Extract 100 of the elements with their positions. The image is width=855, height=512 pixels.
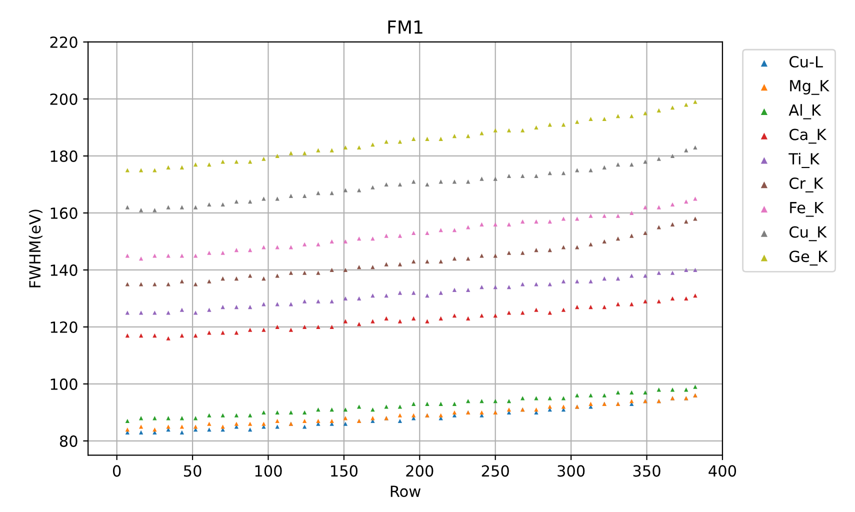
point (398, 234, 402, 238)
point (561, 170, 566, 176)
point (466, 134, 470, 138)
point (602, 239, 606, 244)
point (656, 108, 661, 112)
point (234, 422, 239, 426)
point (534, 219, 538, 224)
point (138, 282, 144, 286)
point (357, 265, 362, 270)
point (548, 396, 552, 400)
point (138, 256, 144, 261)
point (425, 319, 430, 324)
point (384, 294, 388, 298)
point (684, 296, 688, 301)
point (302, 194, 307, 198)
point (466, 180, 470, 184)
point (616, 276, 620, 281)
point (384, 182, 388, 187)
point (412, 290, 416, 295)
point (693, 196, 698, 201)
point (425, 230, 430, 235)
point (693, 294, 698, 298)
point (302, 151, 307, 156)
point (125, 333, 130, 338)
point (684, 199, 688, 204)
point (262, 156, 266, 161)
point (452, 288, 457, 292)
point (343, 416, 348, 420)
point (370, 185, 375, 190)
point (180, 308, 184, 312)
point (262, 196, 266, 201)
point (670, 388, 675, 392)
point (466, 288, 470, 292)
point (330, 239, 334, 244)
point (670, 154, 675, 158)
point (630, 234, 634, 238)
point (693, 384, 698, 389)
point (275, 154, 280, 158)
point (220, 330, 225, 335)
point (193, 333, 198, 338)
point (480, 410, 484, 415)
point (480, 131, 484, 136)
point (480, 284, 484, 290)
point (452, 256, 457, 261)
legend-label: Fe_K (790, 202, 824, 217)
point (316, 270, 320, 275)
point (370, 142, 375, 147)
point (180, 333, 184, 338)
point (193, 424, 198, 429)
y-tick-label: 140 (50, 264, 78, 276)
point (138, 168, 144, 172)
point (412, 230, 416, 235)
point (248, 413, 252, 418)
point (357, 404, 362, 409)
point (302, 424, 307, 429)
point (316, 299, 320, 304)
point (125, 282, 130, 286)
point (220, 276, 225, 281)
y-tick-label: 80 (60, 435, 78, 447)
point (357, 145, 362, 150)
point (493, 222, 498, 226)
point (602, 214, 606, 218)
point (520, 174, 525, 178)
point (575, 304, 580, 310)
point (656, 270, 661, 275)
point (125, 310, 130, 315)
point (343, 296, 348, 301)
point (384, 404, 388, 409)
point (656, 225, 661, 230)
point (506, 222, 512, 226)
point (630, 210, 634, 216)
point (398, 290, 402, 295)
point (248, 304, 252, 310)
point (520, 219, 525, 224)
point (138, 424, 144, 429)
point (656, 205, 661, 210)
point (234, 413, 239, 418)
point (466, 225, 470, 230)
point (316, 324, 320, 330)
point (684, 148, 688, 152)
point (480, 254, 484, 258)
point (561, 308, 566, 312)
point (506, 398, 512, 404)
point (398, 319, 402, 324)
point (670, 105, 675, 110)
point (506, 310, 512, 315)
point (138, 430, 144, 434)
point (166, 336, 170, 340)
chart-title: FM1 (388, 20, 422, 34)
point (384, 140, 388, 144)
point (207, 422, 212, 426)
point (207, 202, 212, 206)
point (302, 299, 307, 304)
x-tick-label: 0 (112, 465, 121, 477)
point (425, 182, 430, 187)
point (262, 245, 266, 250)
point (275, 410, 280, 415)
point (561, 404, 566, 409)
point (302, 410, 307, 415)
point (248, 274, 252, 278)
